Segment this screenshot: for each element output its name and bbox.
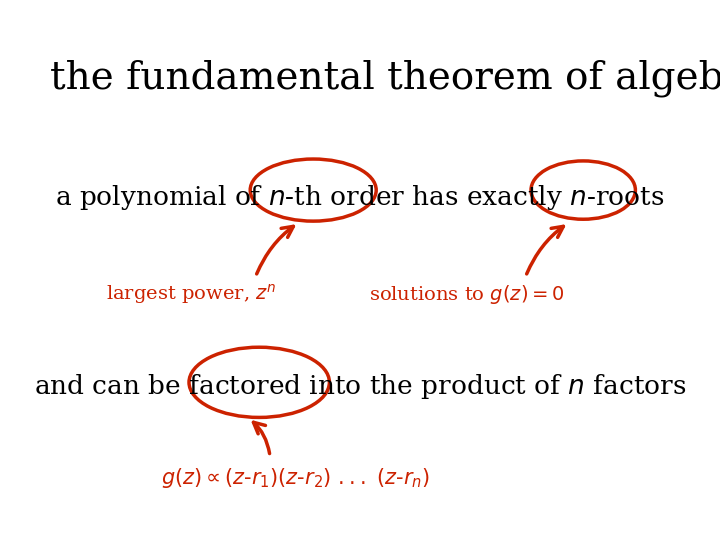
Text: largest power, $\mathit{z}^{\mathit{n}}$: largest power, $\mathit{z}^{\mathit{n}}$ bbox=[106, 282, 276, 306]
Text: and can be factored into the product of $\mathit{n}$ factors: and can be factored into the product of … bbox=[34, 372, 686, 401]
Text: solutions to $\mathit{g(z)=0}$: solutions to $\mathit{g(z)=0}$ bbox=[369, 283, 564, 306]
Text: a polynomial of $\mathit{n}$-th order has exactly $\mathit{n}$-roots: a polynomial of $\mathit{n}$-th order ha… bbox=[55, 183, 665, 212]
Text: $\mathit{g(z)} \propto \mathit{(z\text{-}r_1)(z\text{-}r_2)\ ...\ (z\text{-}r_n): $\mathit{g(z)} \propto \mathit{(z\text{-… bbox=[161, 466, 430, 490]
Text: the fundamental theorem of algebra: the fundamental theorem of algebra bbox=[50, 59, 720, 97]
